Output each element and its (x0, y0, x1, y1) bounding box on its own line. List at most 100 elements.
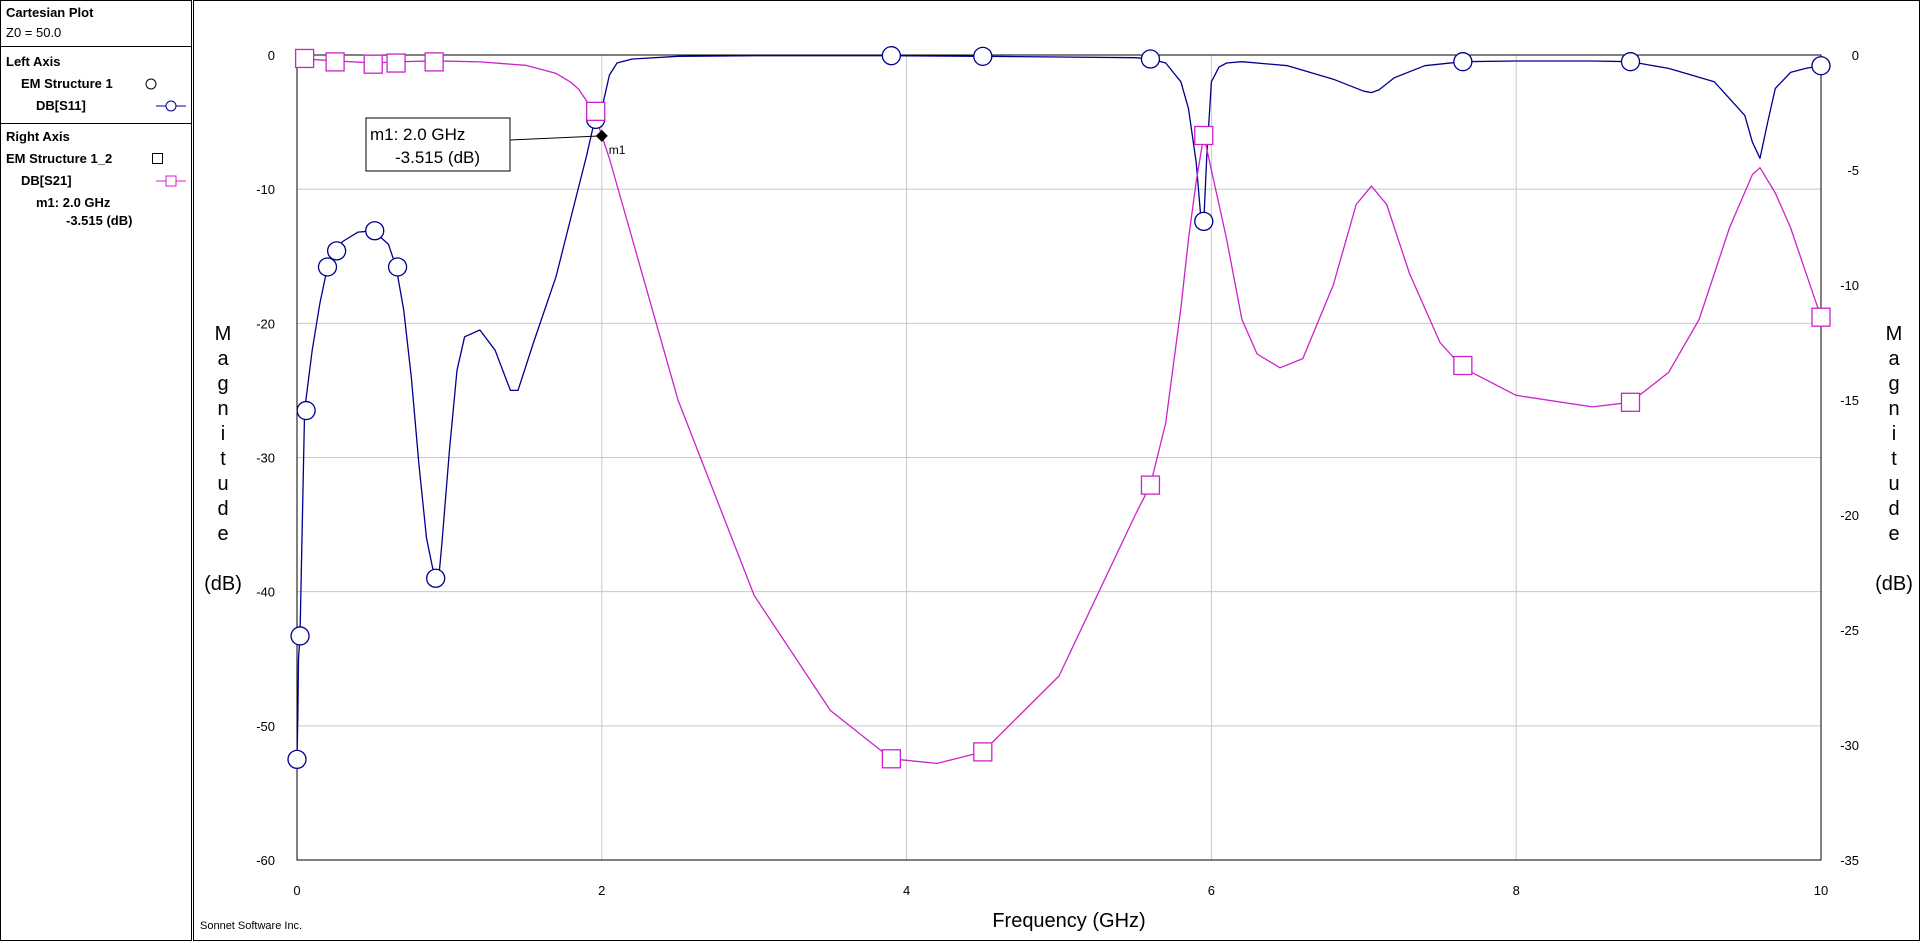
y-right-tick-label: 0 (1852, 48, 1859, 63)
s11-data-point (1194, 211, 1214, 232)
marker-readout-line2: -3.515 (dB) (395, 148, 480, 167)
right-axis-title: Right Axis (6, 129, 70, 144)
x-tick-label: 2 (598, 883, 605, 898)
s21-trace-swatch-icon (156, 175, 186, 187)
x-axis-label: Frequency (GHz) (992, 910, 1145, 932)
left-axis-title: Left Axis (6, 54, 61, 69)
marker-diamond[interactable] (595, 129, 608, 142)
y-left-axis-label: (dB) (204, 573, 242, 595)
s11-data-point (317, 257, 338, 277)
s21-data-point (1620, 392, 1641, 412)
y-left-tick-label: -60 (256, 853, 275, 868)
legend-marker-line1: m1: 2.0 GHz (36, 195, 111, 210)
marker-tag: m1 (609, 143, 626, 157)
s11-data-point (1620, 52, 1641, 72)
s21-data-point (1194, 125, 1214, 146)
s11-trace-line[interactable] (296, 55, 1822, 760)
y-left-axis-label: e (217, 523, 228, 545)
y-right-axis-label: n (1888, 398, 1899, 420)
y-left-axis-label: a (217, 348, 229, 370)
y-right-axis-label: g (1888, 373, 1899, 395)
right-trace-label: DB[S21] (21, 173, 72, 188)
x-tick-label: 4 (903, 883, 910, 898)
x-tick-label: 0 (293, 883, 300, 898)
s11-data-point (881, 46, 902, 66)
axis-labels: Frequency (GHz)Magnitude(dB)Magnitude(dB… (204, 323, 1913, 932)
y-left-tick-label: -10 (256, 182, 275, 197)
s21-data-point (386, 53, 406, 73)
s11-data-point (290, 626, 310, 646)
y-right-tick-label: -30 (1840, 738, 1859, 753)
left-trace-entry[interactable]: DB[S11] (1, 95, 191, 117)
s21-data-point (294, 48, 315, 69)
marker-readout-line1: m1: 2.0 GHz (370, 125, 465, 144)
s21-data-point (1811, 307, 1831, 327)
s21-data-point (973, 742, 993, 762)
y-left-tick-label: -40 (256, 585, 275, 600)
y-left-tick-label: 0 (268, 48, 275, 63)
y-left-axis-label: M (215, 323, 232, 345)
x-tick-label: 10 (1814, 883, 1828, 898)
left-trace-label: DB[S11] (36, 98, 86, 113)
s21-data-point (325, 52, 345, 72)
left-structure-label: EM Structure 1 (21, 76, 113, 91)
y-right-axis-label: d (1888, 498, 1899, 520)
y-left-axis-label: d (217, 498, 228, 520)
legend-header: Cartesian Plot Z0 = 50.0 (1, 1, 191, 47)
s21-data-point (1453, 355, 1473, 376)
s11-data-point (387, 257, 408, 277)
s11-data-point (1811, 56, 1831, 76)
s21-data-point (1140, 475, 1161, 495)
y-right-tick-label: -10 (1840, 278, 1859, 293)
y-right-axis-label: (dB) (1875, 573, 1913, 595)
axis-ticks: 0 2 4 6 8 10 0 -10 -20 -30 -40 -50 -60 0 -5 -10 -15 -20 -2… (256, 48, 1859, 898)
legend-title: Cartesian Plot (6, 5, 94, 20)
s11-data-point (973, 46, 993, 66)
s11-data-point (287, 749, 307, 770)
s21-data-point (363, 54, 383, 74)
right-trace-entry[interactable]: DB[S21] (1, 170, 191, 192)
s21-trace-line[interactable] (296, 57, 1822, 765)
y-left-tick-label: -30 (256, 451, 275, 466)
footer-credit: Sonnet Software Inc. (200, 920, 302, 932)
s21-data-point (424, 52, 444, 72)
y-right-tick-label: -20 (1840, 508, 1859, 523)
s11-data-point (1453, 52, 1473, 72)
y-right-tick-label: -5 (1847, 163, 1859, 178)
y-left-axis-label: i (221, 423, 225, 445)
symbol-layer (287, 46, 1831, 770)
x-tick-label: 8 (1513, 883, 1520, 898)
marker-layer[interactable]: m1: 2.0 GHz -3.515 (dB) m1 (365, 117, 626, 172)
series-layer (296, 55, 1822, 765)
circle-symbol-icon (145, 78, 157, 90)
y-right-axis-label: i (1892, 423, 1896, 445)
plot-area (296, 54, 1822, 861)
right-structure-label: EM Structure 1_2 (6, 151, 113, 166)
grid (297, 55, 1821, 860)
y-left-axis-label: t (220, 448, 226, 470)
y-left-axis-label: g (217, 373, 228, 395)
y-right-axis-label: u (1888, 473, 1899, 495)
right-structure-entry[interactable]: EM Structure 1_2 (1, 148, 191, 170)
s21-data-point (881, 749, 902, 769)
s21-data-point (586, 101, 606, 121)
y-right-tick-label: -35 (1840, 853, 1859, 868)
y-right-tick-label: -25 (1840, 623, 1859, 638)
square-symbol-icon (152, 153, 163, 164)
y-left-axis-label: n (217, 398, 228, 420)
left-structure-entry[interactable]: EM Structure 1 (1, 73, 191, 95)
marker-readout-box (365, 117, 511, 172)
y-left-tick-label: -20 (256, 316, 275, 331)
s11-data-point (365, 221, 385, 241)
s11-trace-swatch-icon (156, 100, 186, 112)
y-right-axis-label: M (1886, 323, 1903, 345)
s11-data-point (426, 568, 446, 588)
z0-label: Z0 = 50.0 (6, 25, 62, 40)
s11-data-point (326, 241, 347, 261)
legend-panel: Cartesian Plot Z0 = 50.0 Left Axis EM St… (0, 0, 192, 941)
x-tick-label: 6 (1208, 883, 1215, 898)
y-left-tick-label: -50 (256, 719, 275, 734)
s11-data-point (1140, 49, 1161, 69)
y-right-axis-label: e (1888, 523, 1899, 545)
